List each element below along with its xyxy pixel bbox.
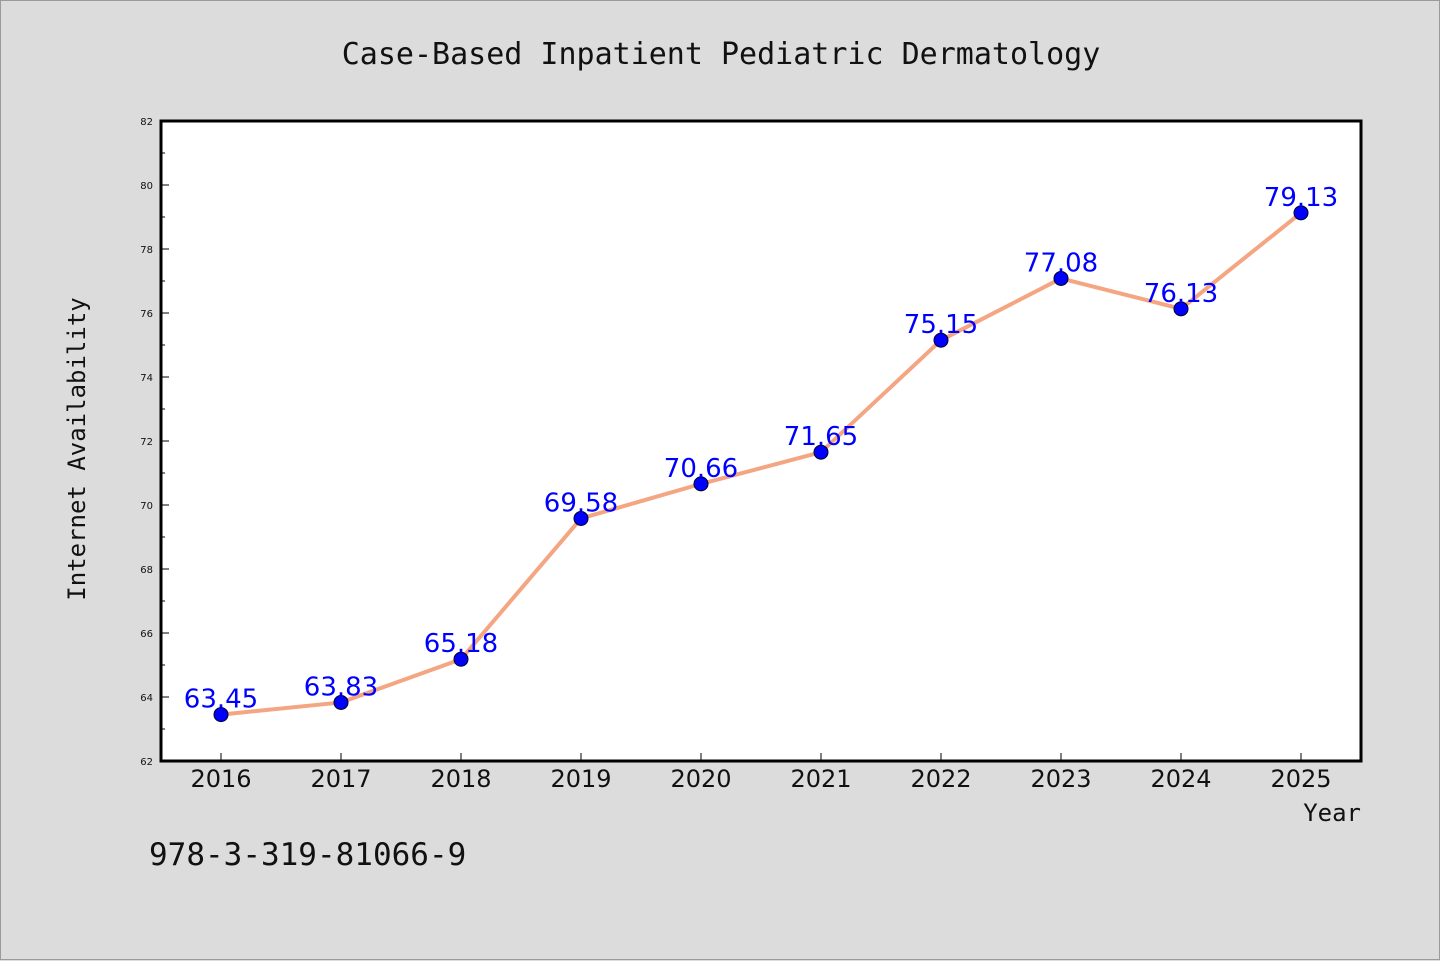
x-tick-label: 2025 bbox=[1270, 765, 1331, 793]
data-point bbox=[813, 444, 829, 460]
isbn-code: 978-3-319-81066-9 bbox=[149, 837, 466, 873]
y-tick-label: 78 bbox=[140, 245, 153, 256]
y-tick-label: 62 bbox=[140, 757, 153, 768]
x-tick-label: 2024 bbox=[1150, 765, 1211, 793]
y-tick-label: 80 bbox=[140, 181, 153, 192]
data-point bbox=[213, 707, 229, 723]
y-tick-label: 64 bbox=[140, 693, 153, 704]
y-tick-label: 72 bbox=[140, 437, 153, 448]
plot-area bbox=[159, 119, 1363, 763]
x-tick-label: 2018 bbox=[430, 765, 491, 793]
x-tick-label: 2019 bbox=[550, 765, 611, 793]
y-tick-label: 68 bbox=[140, 565, 153, 576]
y-tick-label: 70 bbox=[140, 501, 153, 512]
data-label: 63.45 bbox=[184, 685, 258, 715]
data-label: 76.13 bbox=[1144, 279, 1218, 309]
x-tick-label: 2017 bbox=[310, 765, 371, 793]
data-point bbox=[333, 694, 349, 710]
data-point bbox=[1053, 270, 1069, 286]
y-tick-label: 66 bbox=[140, 629, 153, 640]
data-point bbox=[933, 332, 949, 348]
data-point bbox=[693, 476, 709, 492]
y-tick-label: 82 bbox=[140, 117, 153, 128]
series-line bbox=[220, 211, 1303, 717]
data-label: 79.13 bbox=[1264, 183, 1338, 213]
data-label: 75.15 bbox=[904, 310, 978, 340]
x-tick-label: 2021 bbox=[790, 765, 851, 793]
data-point bbox=[1293, 205, 1309, 221]
x-tick-label: 2023 bbox=[1030, 765, 1091, 793]
data-label: 77.08 bbox=[1024, 248, 1098, 278]
data-label: 70.66 bbox=[664, 454, 738, 484]
data-point bbox=[453, 651, 469, 667]
y-tick-label: 74 bbox=[140, 373, 153, 384]
data-point bbox=[1173, 301, 1189, 317]
data-point bbox=[573, 510, 589, 526]
y-axis: 62 64 66 68 70 72 74 76 78 80 82 bbox=[140, 117, 169, 768]
data-label: 63.83 bbox=[304, 672, 378, 702]
data-series: 63.45 63.83 65.18 69.58 70.66 71.65 75.15 77.08… bbox=[184, 183, 1338, 723]
data-label: 65.18 bbox=[424, 629, 498, 659]
x-axis: 2016 2017 2018 2019 2020 2021 2022 2023 2024 2025 bbox=[190, 753, 1332, 793]
x-tick-label: 2022 bbox=[910, 765, 971, 793]
data-label: 71.65 bbox=[784, 422, 858, 452]
data-label: 69.58 bbox=[544, 488, 618, 518]
x-axis-label: Year bbox=[1303, 799, 1361, 827]
x-tick-label: 2016 bbox=[190, 765, 251, 793]
x-tick-label: 2020 bbox=[670, 765, 731, 793]
y-axis-label: Internet Availability bbox=[63, 297, 91, 600]
chart-title: Case-Based Inpatient Pediatric Dermatolo… bbox=[342, 37, 1101, 72]
y-tick-label: 76 bbox=[140, 309, 153, 320]
